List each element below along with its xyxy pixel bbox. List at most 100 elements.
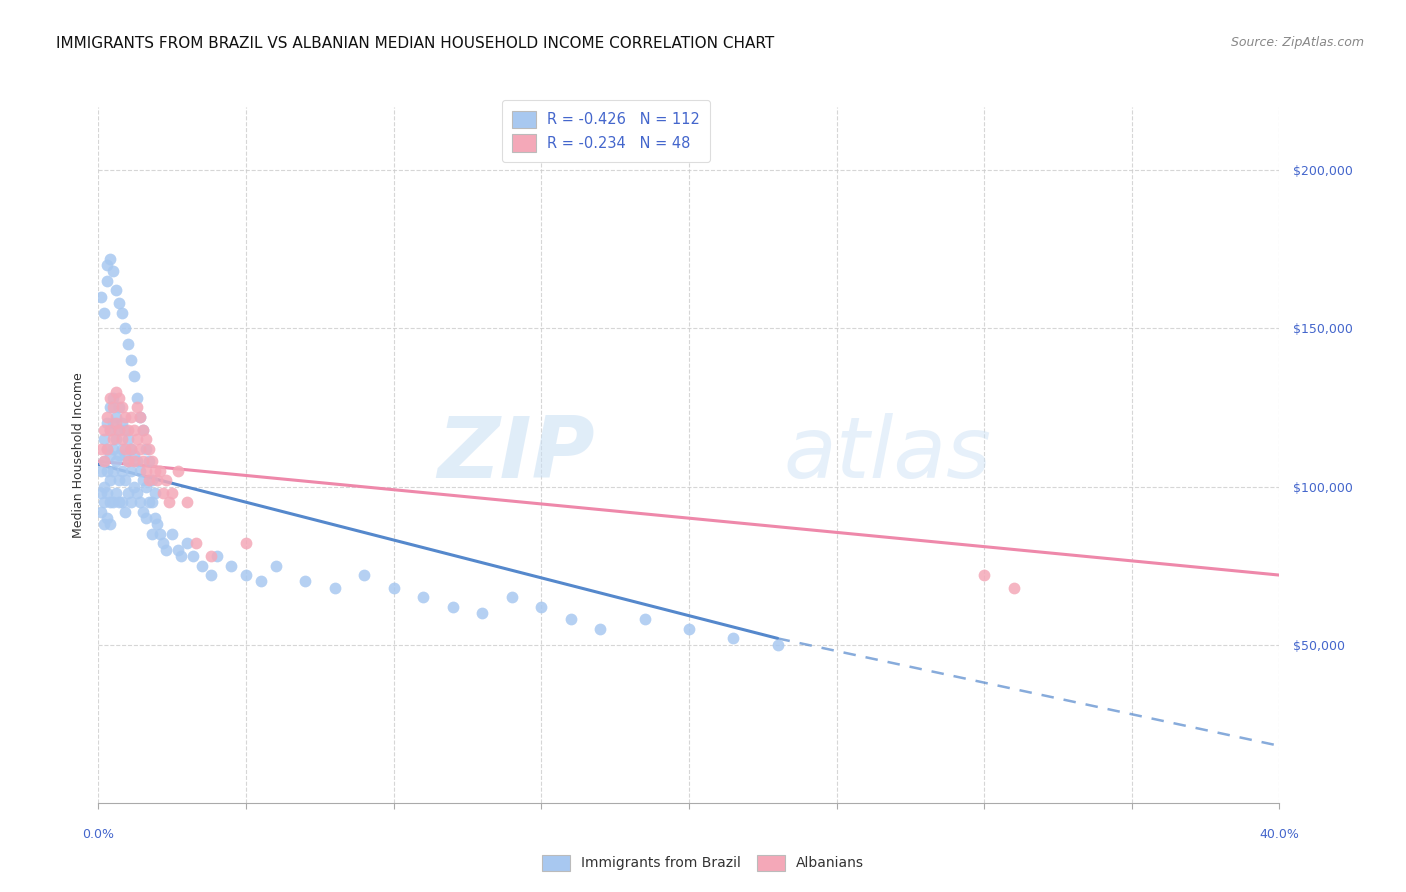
Point bbox=[170, 549, 193, 563]
Point bbox=[117, 432, 139, 446]
Text: 40.0%: 40.0% bbox=[1260, 828, 1299, 840]
Point bbox=[105, 454, 128, 468]
Point bbox=[167, 464, 190, 478]
Text: 0.0%: 0.0% bbox=[83, 828, 114, 840]
Point bbox=[143, 486, 166, 500]
Point bbox=[152, 486, 174, 500]
Point bbox=[141, 527, 163, 541]
Point bbox=[138, 495, 160, 509]
Legend: R = -0.426   N = 112, R = -0.234   N = 48: R = -0.426 N = 112, R = -0.234 N = 48 bbox=[502, 101, 710, 162]
Point bbox=[103, 495, 125, 509]
Point bbox=[162, 486, 183, 500]
Point bbox=[120, 353, 142, 368]
Point bbox=[128, 464, 150, 478]
Point bbox=[152, 536, 174, 550]
Point bbox=[108, 495, 131, 509]
Point bbox=[125, 432, 148, 446]
Point bbox=[135, 442, 157, 456]
Point bbox=[146, 517, 169, 532]
Point bbox=[103, 442, 125, 456]
Point bbox=[98, 495, 121, 509]
Point bbox=[114, 442, 136, 456]
Point bbox=[117, 454, 139, 468]
Point bbox=[412, 591, 434, 605]
Point bbox=[96, 258, 118, 272]
Point bbox=[146, 473, 169, 487]
Point bbox=[108, 391, 131, 405]
Point bbox=[96, 274, 118, 288]
Point bbox=[141, 495, 163, 509]
Point bbox=[93, 479, 115, 493]
Point bbox=[235, 536, 257, 550]
Point bbox=[149, 527, 172, 541]
Point bbox=[122, 368, 145, 383]
Point bbox=[530, 599, 553, 614]
Point bbox=[264, 558, 287, 573]
Point bbox=[122, 479, 145, 493]
Point bbox=[200, 549, 222, 563]
Point bbox=[138, 454, 160, 468]
Text: IMMIGRANTS FROM BRAZIL VS ALBANIAN MEDIAN HOUSEHOLD INCOME CORRELATION CHART: IMMIGRANTS FROM BRAZIL VS ALBANIAN MEDIA… bbox=[56, 36, 775, 51]
Point bbox=[132, 454, 155, 468]
Point bbox=[633, 612, 655, 626]
Point bbox=[122, 448, 145, 462]
Point bbox=[111, 401, 134, 415]
Point bbox=[105, 284, 128, 298]
Point bbox=[114, 409, 136, 424]
Point bbox=[181, 549, 204, 563]
Point bbox=[132, 473, 155, 487]
Point bbox=[108, 448, 131, 462]
Point bbox=[122, 423, 145, 437]
Point bbox=[103, 464, 125, 478]
Point bbox=[96, 511, 118, 525]
Point bbox=[105, 384, 128, 399]
Point bbox=[138, 442, 160, 456]
Point bbox=[167, 542, 190, 557]
Point bbox=[560, 612, 582, 626]
Point bbox=[973, 568, 995, 582]
Point bbox=[125, 401, 148, 415]
Text: atlas: atlas bbox=[783, 413, 991, 497]
Point bbox=[114, 448, 136, 462]
Point bbox=[176, 495, 198, 509]
Point bbox=[149, 464, 172, 478]
Point bbox=[117, 486, 139, 500]
Point bbox=[353, 568, 375, 582]
Point bbox=[93, 305, 115, 319]
Point bbox=[162, 527, 183, 541]
Point bbox=[108, 296, 131, 310]
Point bbox=[250, 574, 273, 589]
Point bbox=[108, 401, 131, 415]
Point bbox=[103, 401, 125, 415]
Point bbox=[114, 423, 136, 437]
Point bbox=[132, 423, 155, 437]
Point bbox=[103, 391, 125, 405]
Point bbox=[138, 473, 160, 487]
Point bbox=[120, 495, 142, 509]
Point bbox=[766, 638, 789, 652]
Point bbox=[125, 391, 148, 405]
Point bbox=[90, 464, 112, 478]
Point bbox=[323, 581, 346, 595]
Point bbox=[96, 442, 118, 456]
Point bbox=[93, 432, 115, 446]
Point bbox=[135, 432, 157, 446]
Point bbox=[105, 409, 128, 424]
Point bbox=[125, 486, 148, 500]
Point bbox=[120, 464, 142, 478]
Point bbox=[96, 409, 118, 424]
Point bbox=[120, 442, 142, 456]
Point bbox=[1002, 581, 1025, 595]
Point bbox=[155, 473, 177, 487]
Point bbox=[219, 558, 242, 573]
Point bbox=[90, 290, 112, 304]
Point bbox=[125, 454, 148, 468]
Point bbox=[135, 464, 157, 478]
Point bbox=[200, 568, 222, 582]
Point bbox=[105, 417, 128, 431]
Point bbox=[105, 432, 128, 446]
Legend: Immigrants from Brazil, Albanians: Immigrants from Brazil, Albanians bbox=[536, 849, 870, 876]
Point bbox=[96, 417, 118, 431]
Point bbox=[135, 511, 157, 525]
Point bbox=[117, 454, 139, 468]
